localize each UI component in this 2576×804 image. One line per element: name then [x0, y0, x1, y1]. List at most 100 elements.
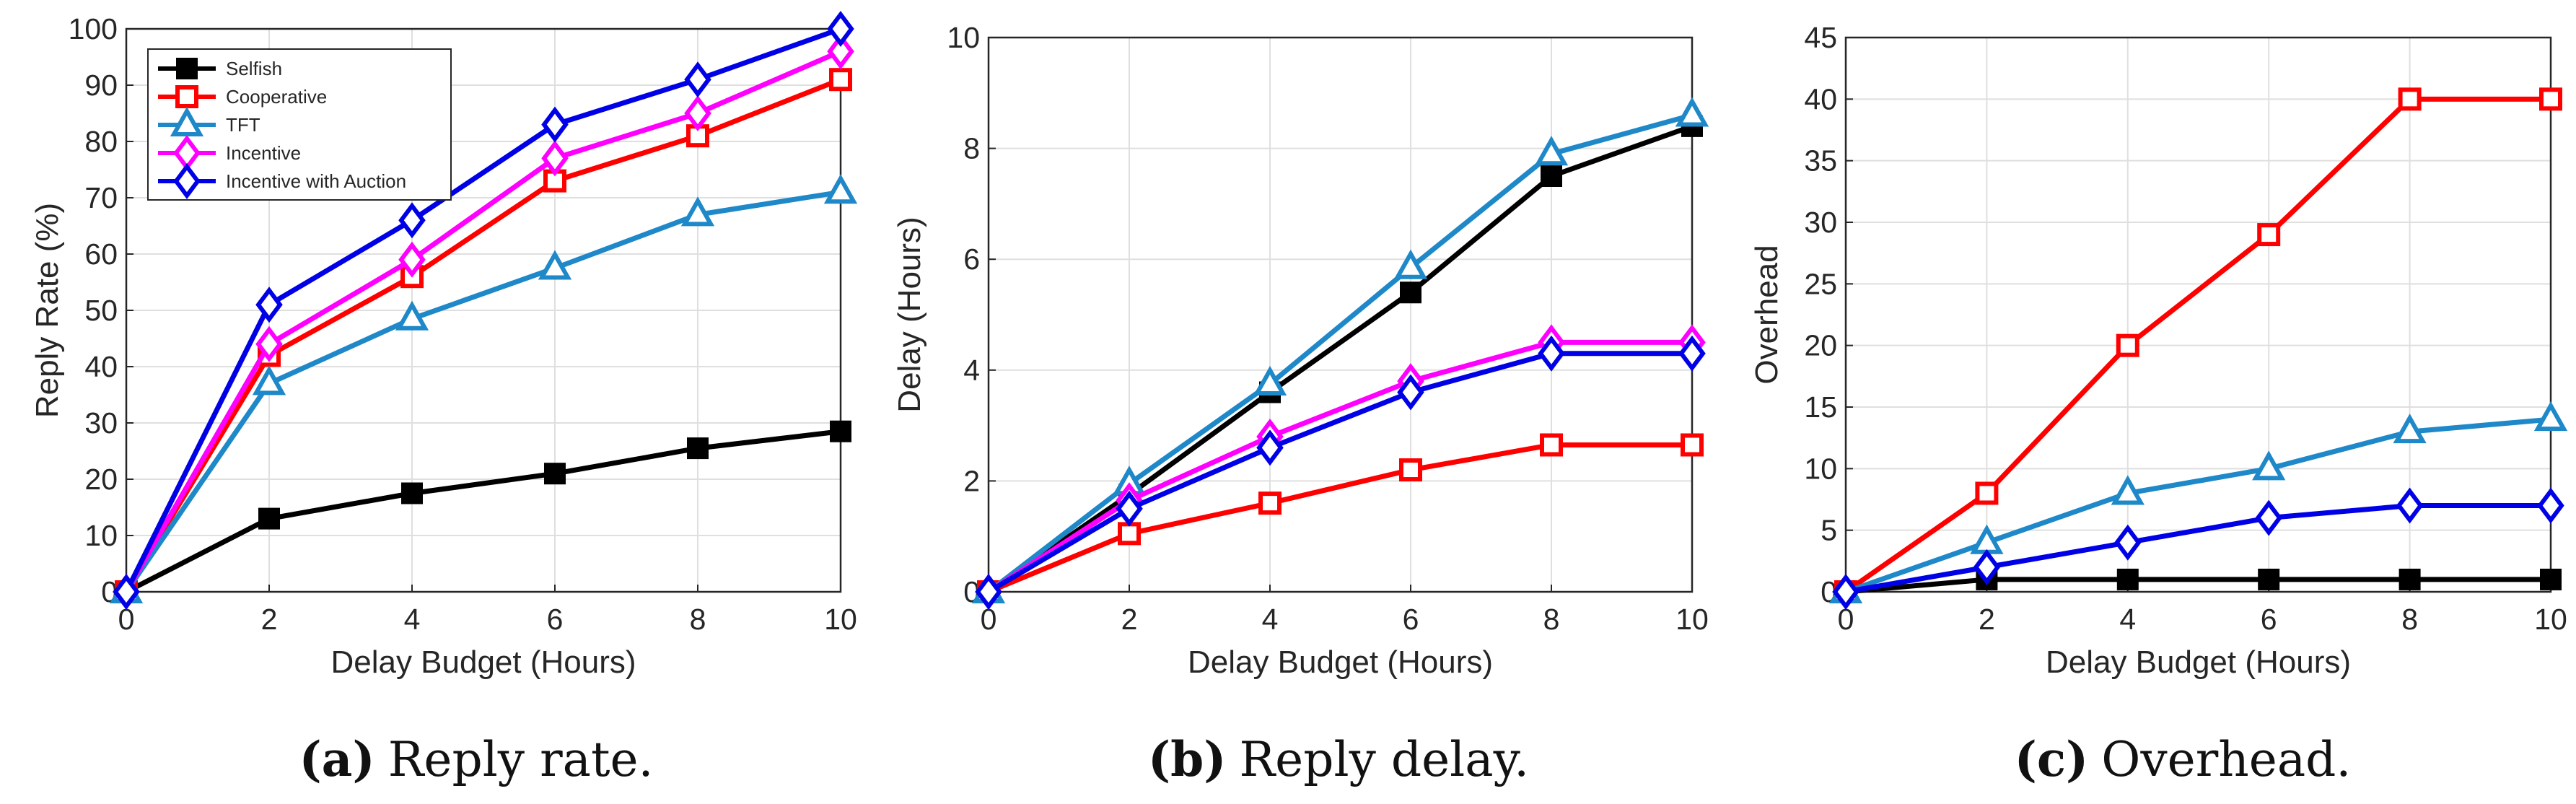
data-point — [398, 202, 426, 239]
legend-label: Incentive — [226, 142, 301, 164]
data-point — [829, 68, 852, 92]
series-line — [124, 77, 842, 593]
data-point — [2398, 568, 2421, 590]
data-point — [1541, 165, 1562, 187]
y-tick-label: 10 — [947, 21, 980, 54]
caption-label: (a) — [299, 731, 374, 787]
y-tick-label: 5 — [1821, 514, 1837, 547]
legend-item: Selfish — [158, 58, 282, 79]
data-point — [2393, 414, 2427, 444]
caption-label: (c) — [2015, 731, 2089, 787]
data-point — [258, 507, 280, 530]
data-point — [2396, 487, 2424, 524]
data-point — [1678, 335, 1706, 372]
series-line — [1845, 577, 2551, 595]
y-tick-label: 20 — [1804, 329, 1837, 362]
data-point — [2255, 499, 2282, 536]
series-incentive-with-auction — [113, 11, 854, 610]
legend: Selfish Cooperative TFT Incentive Incentive … — [147, 48, 452, 201]
axes-box — [1844, 36, 2552, 593]
data-point — [2116, 333, 2139, 357]
data-point — [2533, 401, 2568, 432]
data-point — [2252, 450, 2286, 481]
data-point — [830, 420, 851, 442]
legend-marker — [170, 106, 204, 136]
series-line — [987, 351, 1692, 595]
data-point — [684, 61, 711, 98]
caption-text: Reply delay. — [1239, 732, 1529, 787]
y-axis-title: Delay (Hours) — [892, 217, 927, 412]
x-tick-label: 8 — [690, 603, 706, 636]
data-point — [1681, 433, 1704, 457]
series-line — [1844, 416, 2551, 595]
data-point — [1538, 335, 1565, 372]
data-point — [2257, 223, 2281, 247]
x-tick-label: 4 — [2119, 603, 2136, 636]
y-tick-label: 45 — [1804, 21, 1837, 54]
data-point — [2114, 524, 2142, 561]
x-axis-title: Delay Budget (Hours) — [330, 644, 636, 680]
data-point — [541, 140, 569, 177]
series-line — [1844, 96, 2551, 594]
series-cooperative — [1834, 87, 2562, 603]
data-point — [975, 574, 1002, 610]
x-tick-label: 0 — [1838, 603, 1854, 636]
x-tick-label: 2 — [1121, 603, 1138, 636]
figure-caption: (b) Reply delay. — [1148, 731, 1529, 787]
series-line — [987, 442, 1692, 595]
data-point — [1258, 491, 1282, 515]
figure-caption: (a) Reply rate. — [299, 731, 653, 787]
caption-text: Overhead. — [2101, 732, 2351, 787]
caption-text: Reply rate. — [388, 732, 654, 787]
y-tick-label: 8 — [963, 132, 980, 165]
series-cooperative — [977, 433, 1704, 603]
legend-marker — [173, 163, 201, 199]
data-point — [1256, 429, 1284, 466]
y-tick-label: 50 — [84, 294, 118, 327]
series-line — [123, 48, 842, 593]
data-point — [1393, 249, 1428, 279]
data-point — [1118, 522, 1141, 546]
data-point — [1540, 433, 1563, 457]
data-point — [541, 106, 569, 143]
plot-area — [1846, 38, 2551, 592]
x-tick-label: 10 — [824, 603, 857, 636]
y-tick-label: 35 — [1804, 144, 1837, 178]
y-tick-label: 25 — [1804, 267, 1837, 300]
x-axis-title: Delay Budget (Hours) — [1188, 644, 1493, 680]
data-point — [827, 11, 854, 47]
data-point — [684, 95, 711, 131]
x-axis-title: Delay Budget (Hours) — [2046, 644, 2351, 680]
x-tick-label: 4 — [404, 603, 421, 636]
x-tick-label: 0 — [981, 603, 997, 636]
series-incentive-with-auction — [975, 335, 1706, 610]
y-tick-label: 15 — [1804, 390, 1837, 424]
data-point — [2116, 568, 2139, 590]
y-tick-label: 10 — [84, 519, 118, 552]
x-tick-label: 8 — [1543, 603, 1560, 636]
series-tft — [971, 97, 1709, 603]
data-point — [1253, 365, 1287, 396]
legend-marker — [176, 58, 198, 79]
x-tick-label: 2 — [1979, 603, 1995, 636]
series-line — [123, 26, 842, 593]
data-point — [113, 574, 140, 610]
x-tick-label: 0 — [118, 603, 135, 636]
data-point — [401, 482, 423, 504]
data-point — [255, 325, 283, 362]
y-tick-label: 4 — [963, 354, 980, 387]
data-point — [1973, 549, 2001, 585]
legend-label: TFT — [226, 114, 260, 136]
data-point — [2539, 87, 2562, 111]
y-tick-label: 30 — [84, 406, 118, 440]
y-axis-title: Overhead — [1749, 245, 1784, 384]
data-point — [538, 250, 572, 280]
legend-label: Cooperative — [226, 86, 327, 108]
data-point — [1116, 490, 1143, 527]
data-point — [252, 365, 286, 396]
y-tick-label: 20 — [84, 463, 118, 496]
